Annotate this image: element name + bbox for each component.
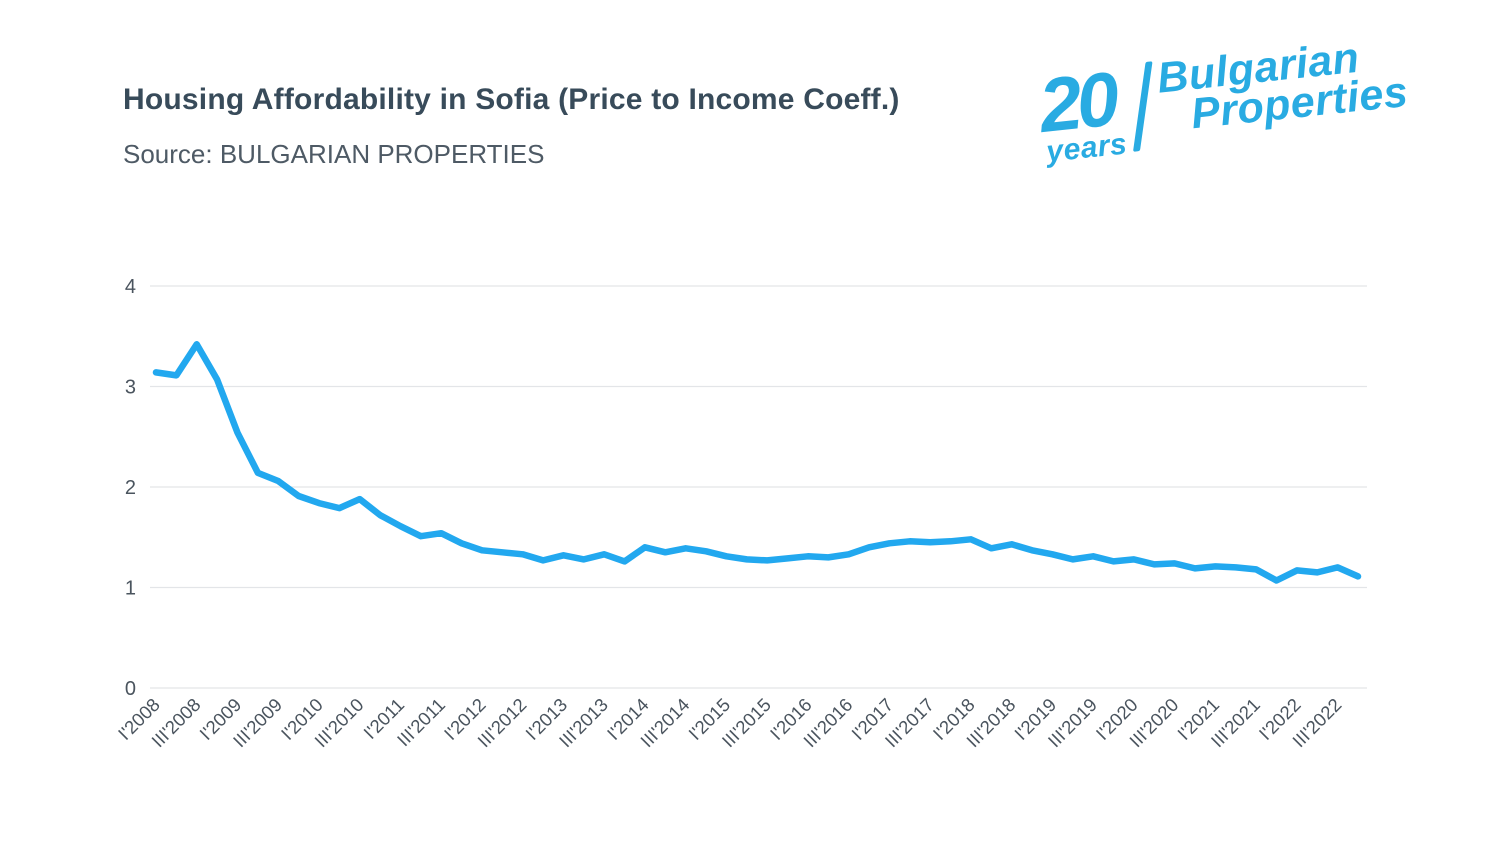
chart-source: Source: BULGARIAN PROPERTIES — [123, 139, 545, 169]
y-axis-tick-label: 3 — [125, 377, 136, 399]
y-axis-tick-label: 0 — [125, 678, 136, 700]
y-axis-tick-label: 4 — [125, 276, 136, 298]
y-axis-tick-label: 2 — [125, 477, 136, 499]
y-axis-tick-label: 1 — [125, 578, 136, 600]
chart-title: Housing Affordability in Sofia (Price to… — [123, 83, 900, 116]
price-to-income-line-series — [152, 341, 1362, 584]
